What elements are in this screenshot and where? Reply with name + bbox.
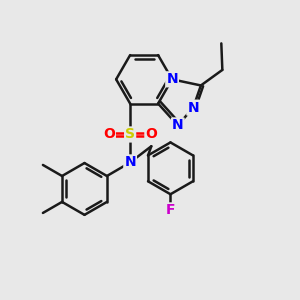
Text: S: S	[125, 128, 135, 142]
Text: O: O	[146, 128, 157, 142]
Text: N: N	[166, 72, 178, 86]
Text: F: F	[166, 203, 175, 218]
Text: N: N	[188, 101, 199, 115]
Text: O: O	[103, 128, 115, 142]
Text: N: N	[124, 155, 136, 170]
Text: N: N	[172, 118, 184, 132]
